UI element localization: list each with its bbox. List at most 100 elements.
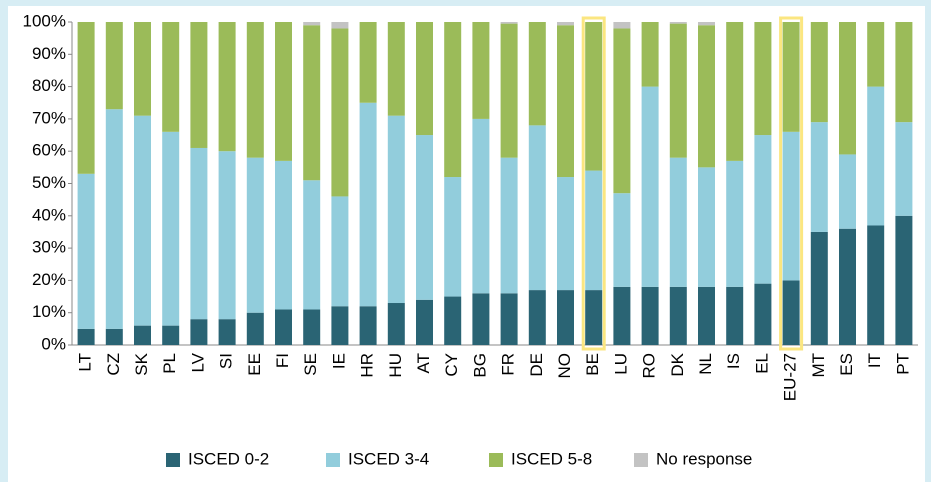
- x-tick-label: MT: [809, 353, 828, 378]
- bar-segment: [331, 28, 349, 197]
- bar-segment: [698, 25, 715, 168]
- bar-segment: [810, 122, 828, 232]
- x-tick-label: PT: [893, 353, 912, 375]
- bar-segment: [669, 157, 687, 287]
- bar-segment: [698, 22, 715, 26]
- legend-label: ISCED 0-2: [188, 449, 269, 468]
- bar-segment: [359, 102, 377, 307]
- bar-segment: [613, 193, 631, 287]
- bar-segment: [331, 306, 349, 345]
- bar-segment: [895, 215, 913, 345]
- x-tick-label: BG: [470, 353, 489, 378]
- legend-swatch: [326, 453, 340, 467]
- bar-segment: [810, 22, 828, 123]
- bar-segment: [500, 157, 518, 294]
- bar-segment: [500, 23, 518, 158]
- bar-segment: [444, 22, 462, 178]
- bar-segment: [754, 135, 772, 284]
- y-tick-label: 100%: [23, 11, 66, 30]
- x-tick-label: LV: [188, 352, 207, 372]
- bar-segment: [839, 22, 856, 155]
- bar-segment: [134, 22, 151, 116]
- bar-segment: [557, 177, 574, 291]
- x-tick-label: NL: [696, 353, 715, 375]
- y-tick-label: 70%: [32, 108, 66, 127]
- bar-segment: [275, 160, 292, 310]
- legend-label: No response: [656, 449, 752, 468]
- bar-segment: [77, 328, 95, 345]
- x-tick-label: NO: [555, 353, 574, 379]
- bar-segment: [867, 22, 885, 87]
- bar-segment: [472, 118, 490, 294]
- bar-segment: [839, 154, 856, 229]
- x-tick-label: EL: [752, 353, 771, 374]
- x-tick-label: SI: [217, 353, 236, 369]
- x-tick-label: RO: [640, 353, 659, 379]
- legend-swatch: [489, 453, 503, 467]
- bar-segment: [77, 22, 95, 174]
- y-tick-label: 10%: [32, 302, 66, 321]
- bar-segment: [218, 151, 236, 320]
- bar-segment: [754, 283, 772, 345]
- x-tick-label: HU: [386, 353, 405, 378]
- bar-segment: [500, 22, 518, 24]
- bar-segment: [669, 286, 687, 345]
- bar-segment: [754, 22, 772, 136]
- bar-segment: [557, 290, 574, 345]
- x-tick-label: IT: [865, 353, 884, 368]
- bar-segment: [331, 22, 349, 29]
- bar-segment: [585, 170, 603, 291]
- bar-segment: [303, 25, 321, 181]
- bar-segment: [162, 131, 180, 326]
- bar-segment: [218, 319, 236, 345]
- y-tick-label: 90%: [32, 44, 66, 63]
- legend-swatch: [634, 453, 648, 467]
- bar-segment: [698, 167, 715, 287]
- bar-segment: [528, 290, 546, 345]
- bar-segment: [105, 328, 123, 345]
- y-tick-label: 0%: [41, 334, 66, 353]
- bar-segment: [472, 293, 490, 345]
- bar-segment: [782, 22, 800, 132]
- x-tick-label: SE: [301, 353, 320, 376]
- bar-segment: [895, 22, 913, 123]
- bar-segment: [387, 22, 405, 116]
- bar-segment: [359, 22, 377, 103]
- y-tick-label: 40%: [32, 205, 66, 224]
- bar-segment: [867, 225, 885, 345]
- highlight-box: [581, 16, 606, 351]
- bar-segment: [782, 131, 800, 281]
- legend-label: ISCED 3-4: [348, 449, 429, 468]
- bar-segment: [444, 177, 462, 297]
- bar-segment: [303, 309, 321, 345]
- bar-segment: [134, 115, 151, 326]
- bar-segment: [303, 180, 321, 310]
- bar-segment: [726, 286, 744, 345]
- bar-segment: [387, 115, 405, 304]
- bar-segment: [331, 196, 349, 307]
- bar-segment: [895, 122, 913, 216]
- bar-segment: [162, 325, 180, 345]
- x-tick-label: DK: [668, 352, 687, 376]
- bar-segment: [77, 173, 95, 329]
- bar-segment: [246, 157, 264, 313]
- x-tick-label: AT: [414, 353, 433, 373]
- x-tick-label: LT: [76, 353, 95, 372]
- x-tick-label: FI: [273, 353, 292, 368]
- bar-segment: [810, 231, 828, 345]
- legend-swatch: [166, 453, 180, 467]
- legend-label: ISCED 5-8: [511, 449, 592, 468]
- x-tick-label: IS: [724, 353, 743, 369]
- y-tick-label: 60%: [32, 141, 66, 160]
- bar-segment: [613, 22, 631, 29]
- bar-segment: [528, 125, 546, 291]
- bar-segment: [246, 312, 264, 345]
- bar-segment: [105, 22, 123, 110]
- bar-segment: [867, 86, 885, 226]
- bar-segment: [190, 22, 208, 148]
- bar-segment: [528, 22, 546, 126]
- bar-segment: [585, 290, 603, 345]
- x-tick-label: SK: [132, 352, 151, 375]
- bar-segment: [726, 22, 744, 161]
